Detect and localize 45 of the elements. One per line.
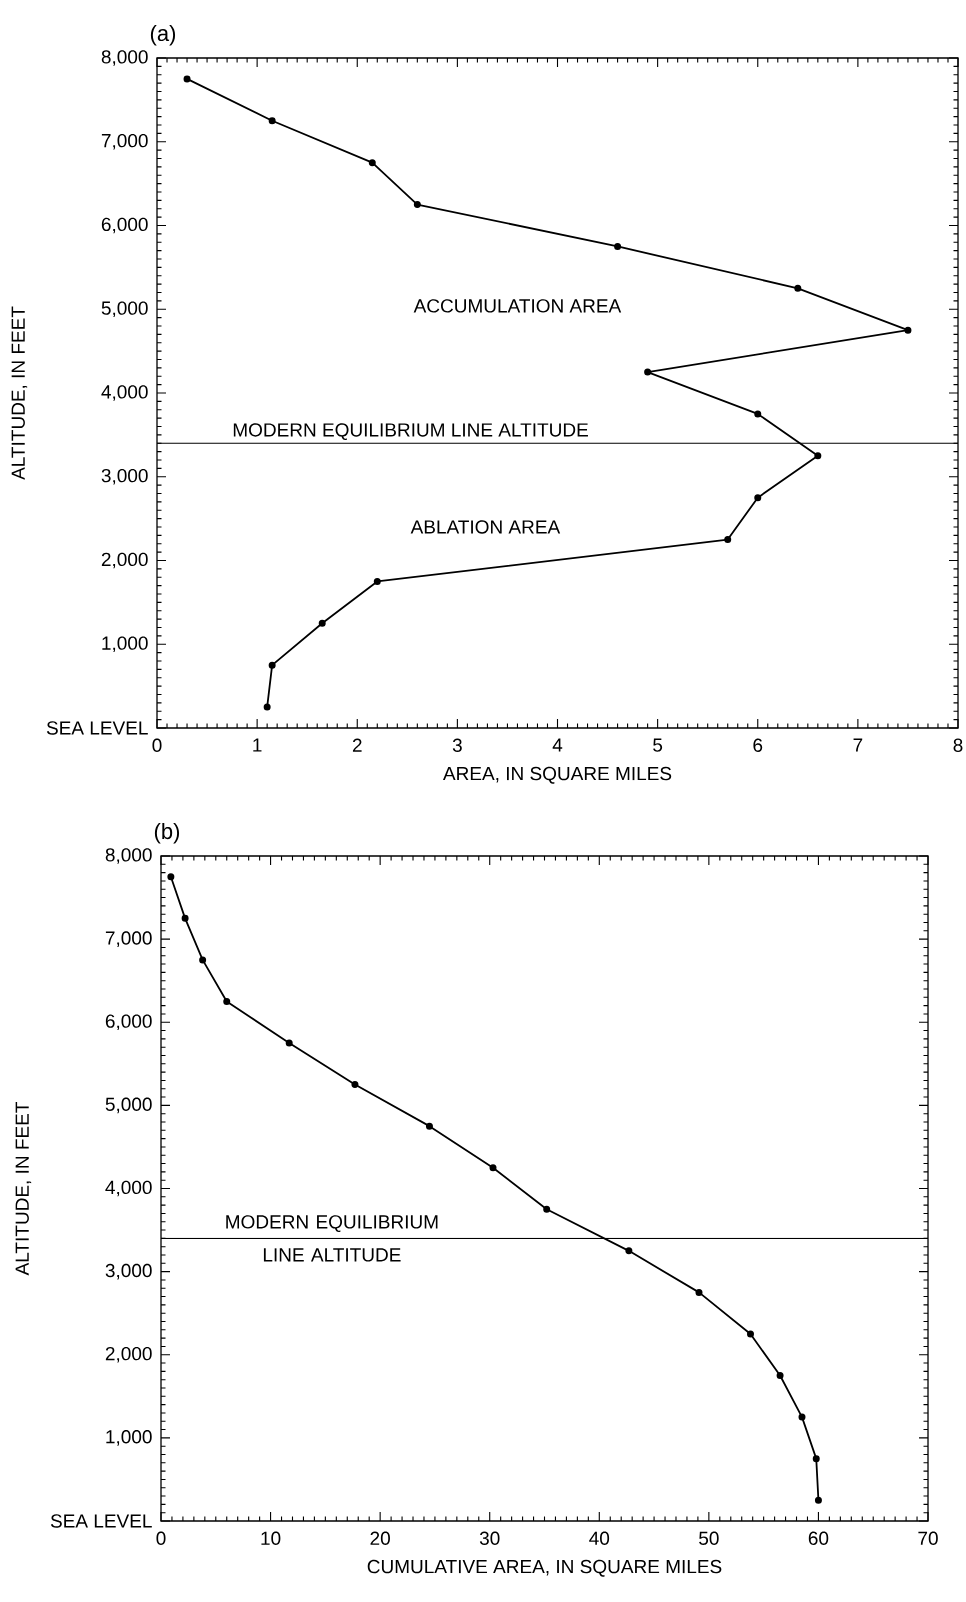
annotation: ACCUMULATION AREA	[413, 299, 622, 313]
x-tick-label: 3	[452, 738, 462, 752]
y-tick-label: SEA LEVEL	[50, 1514, 152, 1528]
x-tick-label: 4	[552, 738, 563, 752]
chart-title: (a)	[150, 24, 176, 46]
y-axis-title: ALTITUDE, IN FEET	[11, 306, 28, 480]
y-tick-label: 6,000	[105, 1014, 152, 1031]
annotation: ABLATION AREA	[410, 520, 561, 534]
y-tick-label: 6,000	[101, 217, 148, 234]
x-tick-label: 5	[653, 738, 663, 752]
y-tick-label: 5,000	[105, 1097, 152, 1114]
y-tick-label: 2,000	[105, 1346, 152, 1363]
y-axis-title: ALTITUDE, IN FEET	[15, 1102, 32, 1276]
y-tick-label: 1,000	[102, 636, 148, 653]
x-tick-label: 50	[699, 1531, 719, 1545]
x-tick-label: 2	[352, 738, 362, 752]
x-tick-label: 30	[479, 1531, 500, 1545]
y-tick-label: 1,000	[106, 1430, 152, 1446]
x-tick-label: 7	[853, 738, 863, 752]
ref-line-label: MODERN EQUILIBRIUM LINE ALTITUDE	[233, 423, 588, 441]
y-tick-label: 2,000	[101, 552, 148, 569]
x-tick-label: 0	[152, 738, 162, 752]
x-tick-label: 20	[370, 1531, 390, 1545]
x-tick-label: 0	[156, 1531, 166, 1545]
y-tick-label: 3,000	[105, 1263, 152, 1280]
y-tick-label: SEA LEVEL	[46, 721, 148, 735]
y-tick-label: 4,000	[105, 1180, 152, 1197]
y-tick-label: 8,000	[105, 848, 152, 864]
y-tick-label: 5,000	[101, 301, 148, 318]
y-tick-label: 8,000	[101, 50, 148, 66]
x-tick-label: 6	[753, 738, 763, 752]
y-tick-label: 7,000	[105, 931, 152, 947]
chart-title: (b)	[154, 822, 180, 844]
y-tick-label: 7,000	[101, 133, 148, 150]
y-tick-label: 3,000	[101, 468, 148, 485]
x-tick-label: 10	[261, 1531, 281, 1545]
x-tick-label: 1	[253, 738, 262, 752]
ref-line-label: MODERN EQUILIBRIUM LINE ALTITUDE	[226, 1215, 438, 1262]
x-axis-title: AREA, IN SQUARE MILES	[442, 766, 672, 784]
x-tick-label: 60	[808, 1531, 829, 1545]
y-tick-label: 4,000	[101, 385, 148, 401]
x-tick-label: 8	[953, 738, 963, 752]
x-tick-label: 40	[589, 1531, 610, 1545]
x-axis-title: CUMULATIVE AREA, IN SQUARE MILES	[367, 1559, 722, 1577]
x-tick-label: 70	[918, 1531, 938, 1545]
